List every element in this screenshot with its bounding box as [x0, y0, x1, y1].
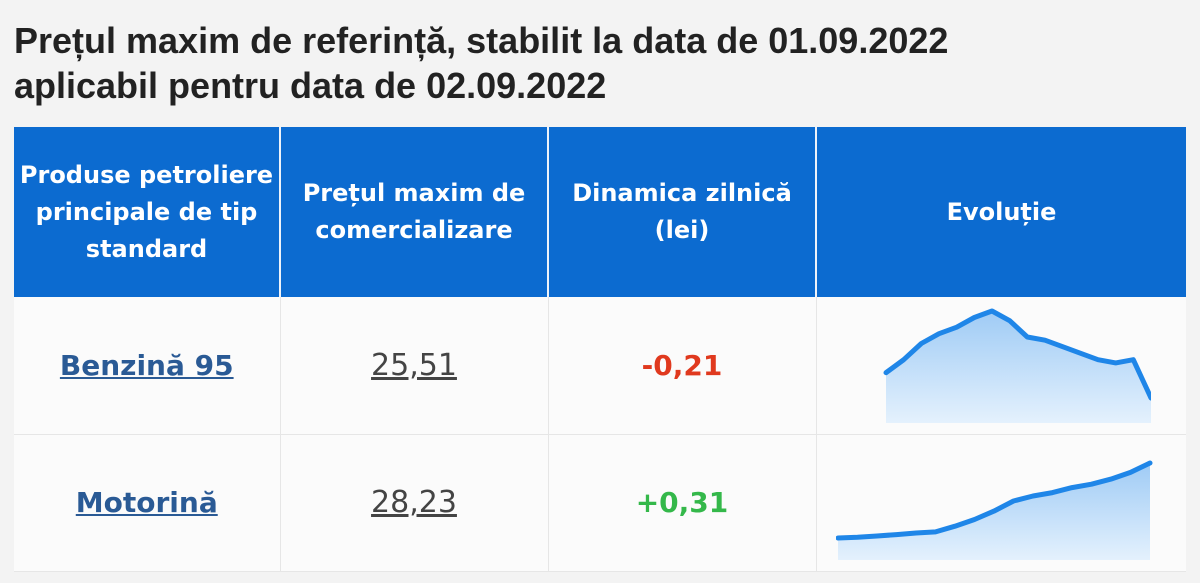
sparkline-line: [883, 308, 1152, 401]
sparkline-line: [836, 460, 1153, 541]
header-evolution: Evoluție: [816, 127, 1186, 297]
fuel-price-table: Produse petroliere principale de tip sta…: [14, 127, 1186, 573]
product-cell: Benzină 95: [14, 297, 281, 435]
table-header-row: Produse petroliere principale de tip sta…: [14, 127, 1186, 297]
table-row: Benzină 95 25,51 -0,21: [14, 297, 1186, 435]
header-max-price: Prețul maxim de comercializare: [280, 127, 549, 297]
change-cell: -0,21: [548, 297, 817, 435]
price-link-benzina-95[interactable]: 25,51: [371, 347, 457, 383]
title-line-1: Prețul maxim de referință, stabilit la d…: [14, 20, 949, 61]
price-cell: 28,23: [280, 434, 549, 573]
price-link-motorina[interactable]: 28,23: [371, 485, 457, 521]
price-cell: 25,51: [280, 297, 549, 435]
daily-change-value: -0,21: [641, 348, 723, 382]
table-row: Motorină 28,23 +0,31: [14, 434, 1186, 573]
product-link-motorina[interactable]: Motorină: [75, 486, 218, 520]
sparkline-area: [886, 310, 1152, 423]
title-line-2: aplicabil pentru data de 02.09.2022: [14, 65, 607, 106]
product-link-benzina-95[interactable]: Benzină 95: [59, 348, 234, 382]
page-title: Prețul maxim de referință, stabilit la d…: [14, 18, 1184, 108]
sparkline-chart: [836, 460, 1153, 561]
header-daily-change: Dinamica zilnică (lei): [548, 127, 817, 297]
change-cell: +0,31: [548, 434, 817, 573]
evolution-cell: [816, 297, 1186, 435]
header-products: Produse petroliere principale de tip sta…: [14, 127, 281, 297]
sparkline-chart: [883, 308, 1152, 423]
daily-change-value: +0,31: [635, 486, 729, 520]
product-cell: Motorină: [14, 434, 281, 573]
evolution-cell: [816, 434, 1186, 573]
